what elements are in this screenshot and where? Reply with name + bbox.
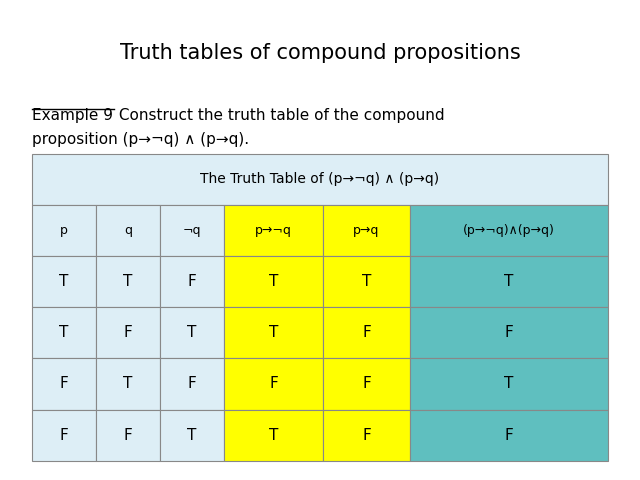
Text: F: F bbox=[362, 376, 371, 392]
Text: T: T bbox=[124, 274, 132, 289]
Text: T: T bbox=[362, 274, 371, 289]
Text: F: F bbox=[124, 428, 132, 443]
Text: T: T bbox=[124, 376, 132, 392]
Text: F: F bbox=[362, 428, 371, 443]
Text: F: F bbox=[188, 376, 196, 392]
Text: T: T bbox=[504, 376, 513, 392]
Text: Truth tables of compound propositions: Truth tables of compound propositions bbox=[120, 43, 520, 63]
Text: F: F bbox=[124, 325, 132, 340]
Text: F: F bbox=[504, 428, 513, 443]
Text: ¬q: ¬q bbox=[183, 224, 201, 237]
Text: F: F bbox=[504, 325, 513, 340]
Text: T: T bbox=[60, 325, 68, 340]
Text: p: p bbox=[60, 224, 68, 237]
Text: Example 9: Example 9 bbox=[32, 108, 113, 123]
Text: F: F bbox=[60, 428, 68, 443]
Text: F: F bbox=[188, 274, 196, 289]
Text: q: q bbox=[124, 224, 132, 237]
Text: T: T bbox=[269, 325, 278, 340]
Text: T: T bbox=[504, 274, 513, 289]
Text: T: T bbox=[188, 325, 196, 340]
Text: p→q: p→q bbox=[353, 224, 380, 237]
Text: proposition (p→¬q) ∧ (p→q).: proposition (p→¬q) ∧ (p→q). bbox=[32, 132, 249, 147]
Text: p→¬q: p→¬q bbox=[255, 224, 292, 237]
Text: F: F bbox=[362, 325, 371, 340]
Text: The Truth Table of (p→¬q) ∧ (p→q): The Truth Table of (p→¬q) ∧ (p→q) bbox=[200, 172, 440, 186]
Text: F: F bbox=[60, 376, 68, 392]
Text: T: T bbox=[60, 274, 68, 289]
Text: T: T bbox=[269, 428, 278, 443]
Text: (p→¬q)∧(p→q): (p→¬q)∧(p→q) bbox=[463, 224, 555, 237]
Text: T: T bbox=[188, 428, 196, 443]
Text: T: T bbox=[269, 274, 278, 289]
Text: Construct the truth table of the compound: Construct the truth table of the compoun… bbox=[114, 108, 445, 123]
Text: F: F bbox=[269, 376, 278, 392]
